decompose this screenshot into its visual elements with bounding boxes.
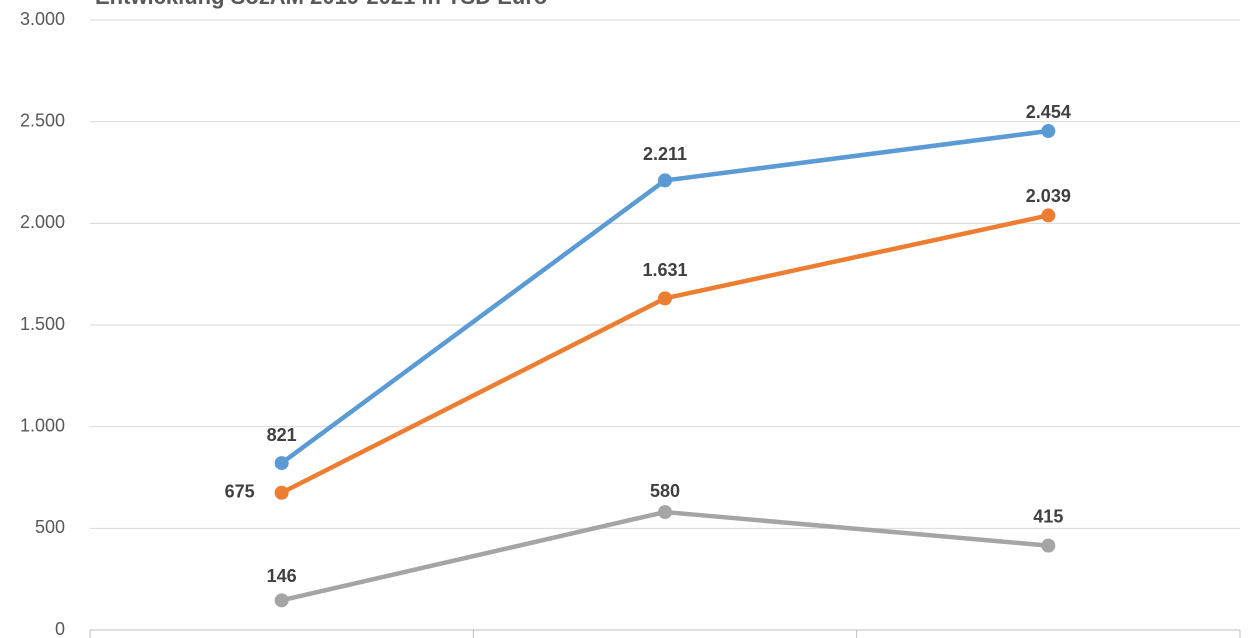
- data-labels: 821 2.211 2.454 675 1.631 2.039 146 580 415: [225, 102, 1071, 586]
- y-tick-label: 3.000: [20, 9, 65, 29]
- series-group: [274, 124, 1056, 608]
- y-tick-label: 2.000: [20, 212, 65, 232]
- data-label: 821: [267, 425, 297, 445]
- y-tick-label: 500: [35, 517, 65, 537]
- data-point: [274, 485, 289, 500]
- gridlines: [90, 19, 1240, 631]
- data-label: 2.454: [1026, 102, 1071, 122]
- data-point: [658, 505, 672, 520]
- y-tick-label: 1.000: [20, 415, 65, 435]
- data-point: [274, 456, 289, 471]
- series-line-2: [279, 213, 1051, 495]
- data-label: 1.631: [642, 260, 687, 280]
- data-point: [1041, 124, 1056, 139]
- y-axis: 0 500 1.000 1.500 2.000 2.500 3.000: [20, 9, 65, 638]
- chart-title: Entwicklung SozAM 2019-2021 in TSD Euro: [95, 0, 547, 9]
- data-point: [274, 593, 289, 608]
- data-point: [1041, 538, 1056, 553]
- data-point: [658, 173, 672, 188]
- series-line-3: [279, 509, 1051, 603]
- data-label: 146: [267, 566, 297, 586]
- data-point: [658, 291, 672, 306]
- x-axis: [89, 630, 1241, 638]
- data-label: 2.211: [643, 144, 687, 164]
- y-tick-label: 0: [55, 619, 65, 638]
- data-label: 415: [1033, 506, 1063, 526]
- data-point: [1041, 208, 1056, 223]
- data-label: 675: [225, 482, 255, 502]
- data-label: 2.039: [1026, 186, 1071, 206]
- data-label: 580: [650, 481, 680, 501]
- y-tick-label: 2.500: [20, 110, 65, 130]
- y-tick-label: 1.500: [20, 314, 65, 334]
